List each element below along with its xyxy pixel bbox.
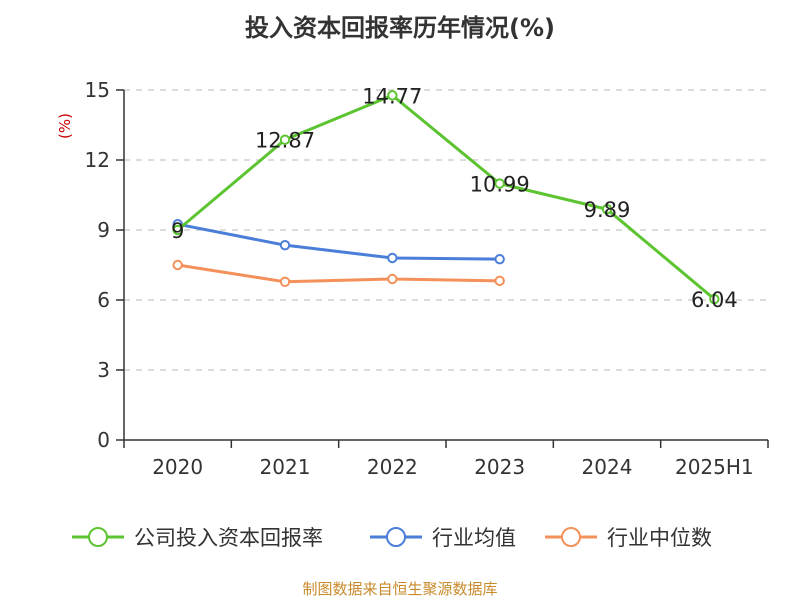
data-point xyxy=(279,239,291,251)
legend-label: 行业均值 xyxy=(432,526,516,550)
series xyxy=(172,259,505,287)
data-point xyxy=(709,293,720,305)
data-label: 6.04 xyxy=(691,288,738,312)
y-tick-label: 0 xyxy=(97,428,110,452)
chart-title: 投入资本回报率历年情况(%) xyxy=(245,14,555,42)
data-point xyxy=(387,90,398,101)
y-tick-label: 12 xyxy=(85,148,110,172)
x-tick-label: 2025H1 xyxy=(675,455,754,479)
x-tick-label: 2020 xyxy=(152,455,203,479)
data-labels: 9 12.87 14.77 10.99 9.89 6.04 xyxy=(171,84,738,312)
data-point xyxy=(279,276,291,287)
data-point xyxy=(387,273,398,285)
grid-lines xyxy=(124,89,768,371)
legend-marker xyxy=(561,527,581,547)
legend-label: 公司投入资本回报率 xyxy=(134,526,323,550)
data-point xyxy=(387,252,398,264)
legend-item[interactable]: 行业中位数 xyxy=(545,526,712,550)
legend-label: 行业中位数 xyxy=(607,526,712,550)
data-point xyxy=(279,134,291,145)
series-line xyxy=(176,93,716,301)
data-label: 10.99 xyxy=(470,173,530,197)
legend-marker xyxy=(386,527,406,547)
y-tick-label: 6 xyxy=(97,288,110,312)
source-footer: 制图数据来自恒生聚源数据库 xyxy=(302,580,498,598)
x-tick-label: 2022 xyxy=(367,455,418,479)
data-point xyxy=(494,178,505,189)
series xyxy=(172,90,720,305)
data-label: 9 xyxy=(171,219,184,243)
series-lines xyxy=(172,90,720,305)
series-line xyxy=(177,263,500,284)
series-line xyxy=(177,222,500,261)
legend-marker xyxy=(88,527,108,547)
axes: 0 3 6 9 12 15 2020 2021 2022 2023 2024 2025H1 xyxy=(85,78,769,479)
x-tick-label: 2021 xyxy=(260,455,311,479)
y-axis-label: (%) xyxy=(56,113,74,139)
y-tick-label: 3 xyxy=(97,358,110,382)
data-label: 14.77 xyxy=(362,84,422,108)
x-tick-label: 2024 xyxy=(582,455,633,479)
legend: 公司投入资本回报率 行业均值 行业中位数 xyxy=(72,526,712,550)
data-point xyxy=(601,204,613,215)
data-label: 9.89 xyxy=(584,198,631,222)
data-point xyxy=(494,275,505,287)
y-tick-label: 9 xyxy=(97,218,110,242)
legend-item[interactable]: 行业均值 xyxy=(370,526,516,550)
data-point xyxy=(172,224,183,236)
legend-item[interactable]: 公司投入资本回报率 xyxy=(72,526,323,550)
data-label: 12.87 xyxy=(255,129,315,153)
y-tick-label: 15 xyxy=(85,78,110,102)
x-tick-label: 2023 xyxy=(474,455,525,479)
data-point xyxy=(494,253,505,265)
data-point xyxy=(172,259,183,271)
series xyxy=(172,218,505,265)
